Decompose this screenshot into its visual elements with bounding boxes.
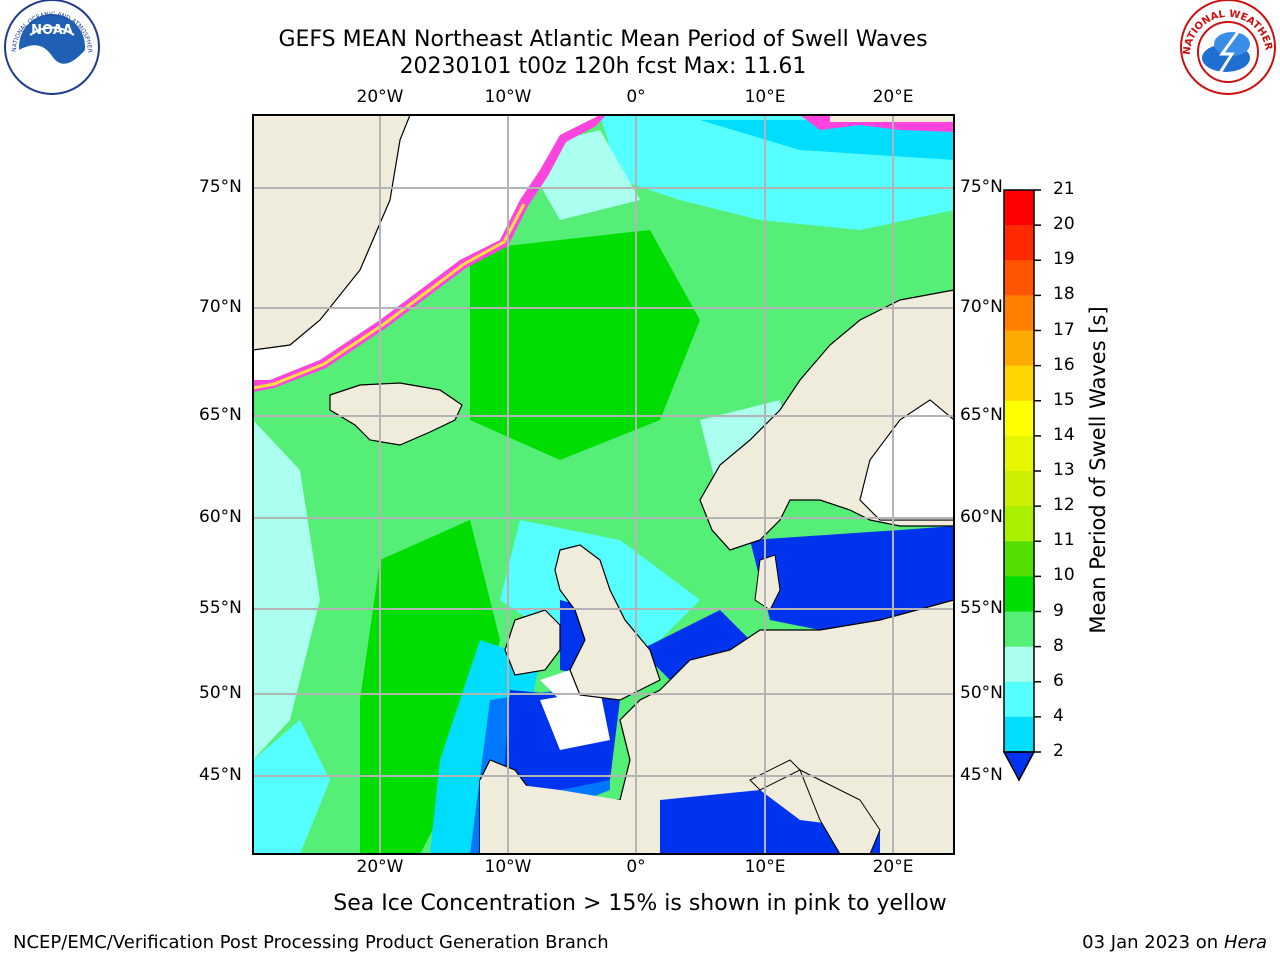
colorbar-segment [1004, 365, 1034, 402]
longitude-label: 10°E [744, 857, 786, 877]
colorbar-segment [1004, 611, 1034, 648]
colorbar-tick-label: 9 [1053, 600, 1064, 621]
colorbar-tick-label: 16 [1053, 354, 1075, 375]
colorbar-segment [1004, 190, 1034, 226]
colorbar-segment [1004, 295, 1034, 331]
colorbar-tick-label: 6 [1053, 670, 1064, 691]
colorbar-segment [1004, 506, 1034, 542]
colorbar-tick-label: 18 [1053, 284, 1075, 305]
colorbar-label: Mean Period of Swell Waves [s] [1086, 306, 1110, 634]
latitude-label: 70°N [960, 297, 1003, 317]
noaa-logo-text: NOAA [31, 23, 73, 38]
svg-text:NATIONAL WEATHER SERVICE: NATIONAL WEATHER SERVICE [0, 0, 1274, 55]
colorbar-segment [1004, 576, 1034, 612]
colorbar-tick-label: 17 [1053, 319, 1075, 340]
longitude-label: 20°W [356, 857, 404, 877]
colorbar-tick-label: 19 [1053, 249, 1075, 270]
longitude-label: 0° [626, 857, 646, 877]
colorbar-segment [1004, 681, 1034, 718]
colorbar-segment [1004, 260, 1034, 296]
colorbar-tick-label: 20 [1053, 214, 1075, 235]
colorbar-tick-label: 15 [1053, 389, 1075, 410]
colorbar-tick-label: 14 [1053, 424, 1075, 445]
colorbar-tick-label: 10 [1053, 565, 1075, 586]
latitude-label: 75°N [199, 177, 242, 197]
longitude-label: 10°E [744, 87, 786, 107]
latitude-label: 75°N [960, 177, 1003, 197]
nws-logo: NATIONAL WEATHER SERVICE [0, 0, 1276, 95]
graticule [253, 115, 954, 854]
longitude-label: 20°W [356, 87, 404, 107]
colorbar-tick-label: 8 [1053, 635, 1064, 656]
colorbar-segment [1004, 471, 1034, 507]
map-title: GEFS MEAN Northeast Atlantic Mean Period… [278, 27, 928, 52]
latitude-label: 55°N [960, 598, 1003, 618]
colorbar-tick-label: 4 [1053, 705, 1064, 726]
colorbar-tick-label: 12 [1053, 495, 1075, 516]
colorbar [1002, 189, 1041, 782]
noaa-logo: NOAA NATIONAL OCEANIC AND ATMOSPHERIC AD… [0, 0, 100, 95]
latitude-label: 60°N [199, 507, 242, 527]
colorbar-tick-label: 11 [1053, 530, 1075, 551]
latitude-label: 45°N [960, 765, 1003, 785]
colorbar-segment [1004, 435, 1034, 472]
colorbar-tick-label: 21 [1053, 179, 1075, 199]
longitude-label: 20°E [872, 857, 914, 877]
latitude-label: 65°N [960, 405, 1003, 425]
colorbar-segment [1004, 646, 1034, 683]
footer-host: Hera [1223, 932, 1267, 953]
colorbar-segment [1004, 225, 1034, 261]
latitude-label: 50°N [199, 683, 242, 703]
longitude-label: 10°W [484, 857, 532, 877]
footer-credit: NCEP/EMC/Verification Post Processing Pr… [13, 932, 609, 953]
longitude-label: 0° [626, 87, 646, 107]
colorbar-segment [1004, 541, 1034, 577]
colorbar-segment [1004, 716, 1034, 753]
map-frame [252, 114, 955, 855]
footer-date-text: 03 Jan 2023 on [1082, 932, 1219, 953]
latitude-label: 60°N [960, 507, 1003, 527]
sea-ice-note: Sea Ice Concentration > 15% is shown in … [333, 891, 947, 916]
footer-date: 03 Jan 2023 on Hera [1082, 932, 1267, 953]
latitude-label: 65°N [199, 405, 242, 425]
colorbar-segment [1004, 400, 1034, 437]
nws-logo-ring: NATIONAL WEATHER SERVICE [0, 0, 1274, 55]
map-area [253, 115, 954, 854]
colorbar-tick-label: 2 [1053, 741, 1064, 761]
colorbar-tick-label: 13 [1053, 460, 1075, 480]
latitude-label: 70°N [199, 297, 242, 317]
colorbar-segment [1004, 330, 1034, 367]
latitude-label: 45°N [199, 765, 242, 785]
longitude-label: 10°W [484, 87, 532, 107]
map-subtitle: 20230101 t00z 120h fcst Max: 11.61 [399, 54, 807, 79]
latitude-label: 50°N [960, 683, 1003, 703]
latitude-label: 55°N [199, 598, 242, 618]
longitude-label: 20°E [872, 87, 914, 107]
colorbar-extend-arrow [1002, 751, 1036, 782]
